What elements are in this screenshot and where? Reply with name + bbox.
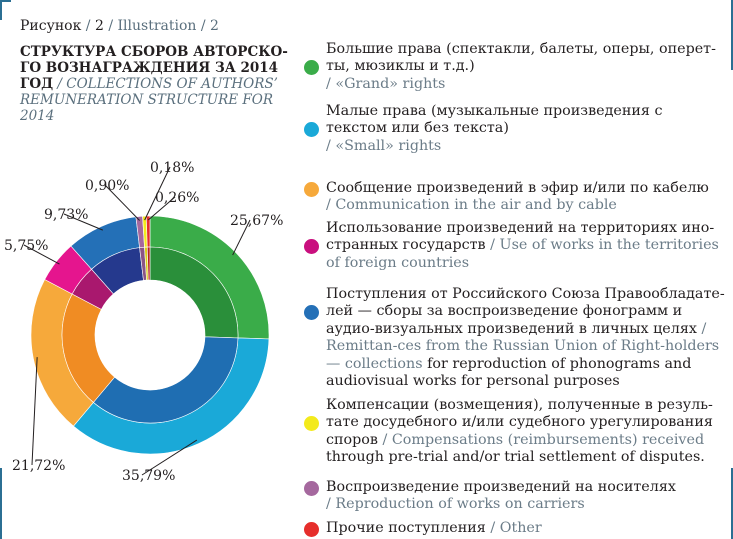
- slice-2-leader-line: [31, 357, 38, 466]
- frame-top-left-line: [0, 0, 11, 2]
- legend-text-ru: Использование произведений на территория…: [326, 220, 715, 254]
- legend-color-dot: [304, 239, 319, 254]
- slice-4-value-label: 9,73%: [44, 207, 88, 223]
- legend-color-dot: [304, 305, 319, 320]
- legend-text-en: / Communication in the air and by cable: [326, 197, 617, 214]
- figure-label-en: Illustration: [117, 18, 197, 34]
- legend-color-dot: [304, 522, 319, 537]
- figure-label-ru: Рисунок: [20, 18, 82, 34]
- slice-0-value-label: 25,67%: [230, 213, 283, 229]
- legend-color-dot: [304, 122, 319, 137]
- donut-hole: [95, 280, 205, 390]
- legend-color-dot: [304, 481, 319, 496]
- slice-1-leader-line: [141, 439, 198, 476]
- legend-text: Сообщение произведений в эфир и/или по к…: [326, 180, 726, 215]
- frame-left-top-line: [0, 0, 2, 20]
- legend-text-en: / Use of works in the territories of for…: [326, 237, 719, 271]
- legend-text-en: / Reproduction of works on carriers: [326, 496, 585, 513]
- figure-label: Рисунок / 2 / Illustration / 2: [20, 18, 219, 34]
- slice-6-value-label: 0,18%: [150, 160, 194, 176]
- slice-7-outer-arc: [145, 215, 151, 248]
- legend-text-ru: Компенсации (возмещения), полученные в р…: [326, 397, 713, 448]
- chart-title-en: / COLLECTIONS OF AUTHORS’ REMUNERATION S…: [20, 76, 278, 124]
- slice-7-leader-line: [147, 196, 176, 221]
- figure-number-en: 2: [210, 18, 219, 34]
- legend-text-ru: Сообщение произведений в эфир и/или по к…: [326, 180, 709, 196]
- slice-0-leader-line: [232, 219, 251, 256]
- legend-text: Использование произведений на территория…: [326, 220, 726, 272]
- frame-right-bottom-line: [731, 468, 733, 539]
- legend-text: Компенсации (возмещения), полученные в р…: [326, 397, 726, 467]
- chart-title: СТРУКТУРА СБОРОВ АВТОРСКО-ГО ВОЗНАГРАЖДЕ…: [20, 44, 300, 124]
- frame-left-bottom-line: [0, 468, 2, 539]
- slice-6-leader-line: [144, 166, 171, 221]
- legend-color-dot: [304, 416, 319, 431]
- legend-text: Большие права (спектакли, балеты, оперы,…: [326, 41, 726, 93]
- slice-2-value-label: 21,72%: [12, 458, 65, 474]
- legend-color-dot: [304, 60, 319, 75]
- legend-text-en: / Remittan-ces from the Russian Union of…: [326, 320, 720, 372]
- legend-text-en: / Other: [490, 520, 542, 536]
- legend-text: Прочие поступления / Other: [326, 520, 726, 537]
- legend-text-en-continued: for reproduction of phonograms and audio…: [326, 355, 692, 390]
- legend-text: Поступления от Российского Союза Правооб…: [326, 286, 726, 390]
- legend-text-en: / «Small» rights: [326, 137, 442, 154]
- legend-text-ru: Воспроизведение произведений на носителя…: [326, 479, 676, 495]
- slice-5-leader-line: [104, 184, 140, 221]
- chart-title-ru: СТРУКТУРА СБОРОВ АВТОРСКО-ГО ВОЗНАГРАЖДЕ…: [20, 44, 288, 92]
- slice-3-leader-line: [23, 244, 60, 265]
- legend-text-en: / Compensations (reimbursements) receive…: [382, 431, 705, 448]
- legend-text-en: / «Grand» rights: [326, 75, 446, 92]
- slice-5-value-label: 0,90%: [85, 178, 129, 194]
- slice-4-leader-line: [63, 213, 104, 231]
- slice-1-value-label: 35,79%: [122, 468, 175, 484]
- legend-text-ru: Малые права (музыкальные произведения с …: [326, 103, 663, 137]
- slice-7-value-label: 0,26%: [155, 190, 199, 206]
- frame-right-top-line: [731, 0, 733, 70]
- legend-color-dot: [304, 182, 319, 197]
- slice-3-value-label: 5,75%: [4, 238, 48, 254]
- legend-text: Воспроизведение произведений на носителя…: [326, 479, 726, 514]
- legend-text-ru: Большие права (спектакли, балеты, оперы,…: [326, 41, 716, 75]
- legend-text-ru: Поступления от Российского Союза Правооб…: [326, 286, 725, 337]
- figure-number: 2: [94, 18, 104, 34]
- legend-text-en-continued: through pre-trial and/or trial settlemen…: [326, 449, 705, 466]
- legend-text-ru: Прочие поступления: [326, 520, 486, 536]
- legend-text: Малые права (музыкальные произведения с …: [326, 103, 726, 155]
